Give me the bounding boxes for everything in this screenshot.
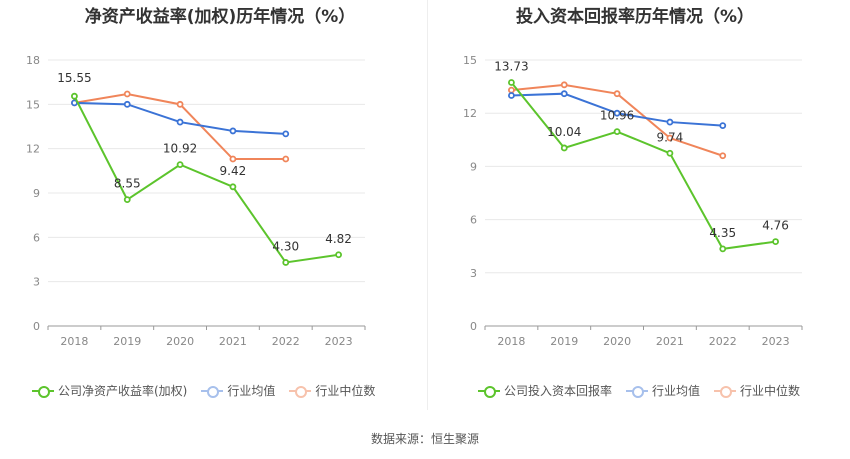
data-point-company[interactable] [613, 128, 621, 136]
x-tick-label: 2019 [113, 335, 141, 348]
legend-label-company-roic: 公司投入资本回报率 [504, 384, 613, 398]
y-tick-label: 0 [33, 320, 40, 333]
data-point-avg[interactable] [560, 90, 568, 98]
y-tick-label: 12 [463, 107, 477, 120]
data-label: 8.55 [114, 177, 141, 191]
roic-legend: 公司投入资本回报率 行业均值 行业中位数 [478, 382, 800, 399]
data-label: 4.30 [272, 239, 299, 253]
y-tick-label: 3 [470, 267, 477, 280]
legend-item-avg-roic[interactable]: 行业均值 [626, 382, 700, 399]
data-point-company[interactable] [719, 245, 727, 253]
legend-label-median-roe: 行业中位数 [315, 384, 376, 398]
data-label: 4.35 [709, 226, 736, 240]
data-point-company[interactable] [508, 79, 515, 86]
legend-item-company-roic[interactable]: 公司投入资本回报率 [478, 382, 612, 399]
x-tick-label: 2022 [709, 335, 737, 348]
data-label: 10.96 [600, 109, 634, 123]
data-label: 15.55 [57, 71, 91, 85]
x-tick-label: 2020 [603, 335, 631, 348]
x-tick-label: 2023 [325, 335, 353, 348]
data-point-company[interactable] [282, 259, 290, 266]
data-point-avg[interactable] [613, 109, 621, 117]
y-tick-label: 18 [26, 54, 40, 67]
legend-item-avg-roe[interactable]: 行业均值 [201, 382, 275, 399]
x-tick-label: 2021 [219, 335, 247, 348]
y-tick-label: 12 [26, 143, 40, 156]
data-point-company[interactable] [335, 251, 342, 259]
data-point-company[interactable] [560, 144, 568, 152]
data-point-median[interactable] [719, 152, 727, 160]
legend-label-avg-roe: 行业均值 [227, 384, 276, 398]
data-source: 数据来源：恒生聚源 [370, 432, 479, 446]
legend-swatch-avg [626, 385, 649, 398]
legend-label-avg-roic: 行业均值 [652, 384, 701, 398]
y-tick-label: 15 [26, 98, 40, 111]
y-tick-label: 6 [33, 231, 40, 244]
legend-swatch-company [478, 385, 500, 398]
data-point-avg[interactable] [176, 118, 184, 126]
data-point-median[interactable] [560, 81, 568, 89]
data-point-median[interactable] [282, 155, 290, 163]
y-tick-label: 3 [33, 276, 40, 289]
legend-label-company-roe: 公司净资产收益率(加权) [58, 384, 188, 398]
chart-title-roic: 投入资本回报率历年情况（%） [515, 7, 755, 27]
y-tick-label: 0 [470, 320, 477, 333]
legend-label-median-roic: 行业中位数 [740, 384, 801, 398]
data-label: 10.92 [163, 142, 197, 156]
series-line-company [73, 95, 339, 264]
series-line-company [510, 81, 776, 250]
legend-item-company-roe[interactable]: 公司净资产收益率(加权) [32, 382, 187, 399]
chart-title-roe: 净资产收益率(加权)历年情况（%） [84, 7, 356, 27]
y-tick-label: 9 [470, 160, 477, 173]
legend-swatch-median [714, 385, 737, 398]
data-point-median[interactable] [176, 100, 184, 108]
panel-divider [427, 0, 428, 410]
data-label: 10.04 [547, 125, 581, 139]
data-point-median[interactable] [229, 155, 237, 163]
y-tick-label: 6 [470, 214, 477, 227]
data-point-avg[interactable] [123, 100, 131, 108]
y-tick-label: 15 [463, 54, 477, 67]
data-point-median[interactable] [613, 90, 621, 98]
data-point-company[interactable] [772, 238, 779, 245]
y-tick-label: 9 [33, 187, 40, 200]
data-point-company[interactable] [176, 161, 184, 169]
data-point-company[interactable] [123, 196, 131, 204]
x-tick-label: 2023 [762, 335, 790, 348]
roic-line-chart: 0 3 6 9 12 15 2018 2019 2020 2021 2022 2023 13.73 10.… [463, 54, 803, 348]
x-tick-label: 2019 [550, 335, 578, 348]
data-point-company[interactable] [229, 183, 237, 191]
data-point-median[interactable] [508, 86, 515, 94]
x-tick-label: 2018 [60, 335, 88, 348]
roe-line-chart: 0 3 6 9 12 15 18 2018 2019 2020 2021 2022 2023 15.55 8… [26, 54, 366, 348]
x-tick-label: 2021 [656, 335, 684, 348]
data-point-median[interactable] [666, 134, 674, 142]
roe-legend: 公司净资产收益率(加权) 行业均值 行业中位数 [32, 382, 375, 399]
x-tick-label: 2020 [166, 335, 194, 348]
legend-swatch-median [289, 385, 312, 398]
data-label: 4.82 [325, 232, 352, 246]
data-point-avg[interactable] [666, 118, 674, 126]
data-point-company[interactable] [71, 92, 78, 100]
data-point-avg[interactable] [229, 127, 237, 135]
data-label: 9.74 [657, 130, 684, 144]
x-tick-label: 2018 [497, 335, 525, 348]
data-label: 4.76 [762, 219, 789, 233]
data-label: 13.73 [494, 60, 528, 74]
data-point-avg[interactable] [719, 122, 727, 130]
legend-swatch-avg [201, 385, 224, 398]
legend-item-median-roe[interactable]: 行业中位数 [289, 382, 375, 399]
legend-item-median-roic[interactable]: 行业中位数 [714, 382, 800, 399]
data-point-avg[interactable] [282, 130, 290, 138]
x-tick-label: 2022 [272, 335, 300, 348]
data-label: 9.42 [220, 164, 247, 178]
legend-swatch-company [32, 385, 54, 398]
data-point-median[interactable] [123, 90, 131, 98]
data-point-avg[interactable] [508, 92, 515, 99]
data-point-company[interactable] [666, 149, 674, 157]
